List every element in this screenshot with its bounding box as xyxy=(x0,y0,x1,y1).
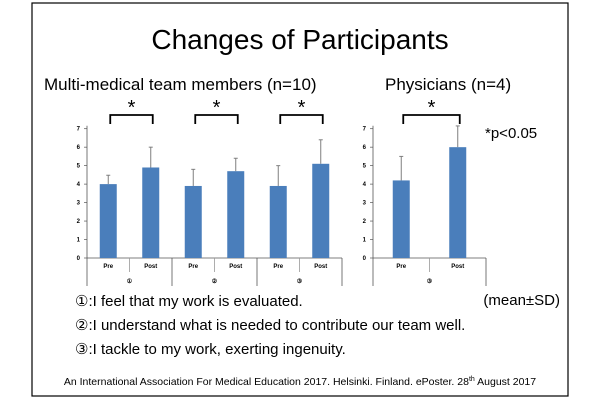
x-category-label: Pre xyxy=(396,264,406,270)
group-label: ③ xyxy=(427,278,433,285)
bar-pre xyxy=(184,185,202,258)
y-tick-label: 3 xyxy=(363,201,367,207)
y-tick-label: 0 xyxy=(363,256,367,262)
y-tick-label: 5 xyxy=(363,164,367,170)
y-tick-label: 0 xyxy=(77,256,81,262)
charts: 0 1 2 3 4 5 6 7 Pre Post ① * Pre Post ② * Pre Post ③ * 0 1 2 3 4… xyxy=(77,97,487,286)
x-category-label: Pre xyxy=(103,264,113,270)
bar-post xyxy=(227,171,245,258)
y-tick-label: 1 xyxy=(363,238,367,244)
footer-sup: th xyxy=(469,376,475,383)
y-tick-label: 7 xyxy=(363,127,367,133)
bar-post xyxy=(449,147,467,258)
significance-asterisk: * xyxy=(128,97,136,119)
x-category-label: Post xyxy=(229,264,242,270)
chart-title-physicians: Physicians (n=4) xyxy=(385,75,511,94)
x-category-label: Post xyxy=(144,264,157,270)
bar-pre xyxy=(99,184,117,258)
significance-note: *p<0.05 xyxy=(485,125,537,142)
significance-bracket xyxy=(109,114,154,124)
bar-post xyxy=(142,167,160,258)
significance-asterisk: * xyxy=(428,97,436,119)
y-tick-label: 5 xyxy=(77,164,81,170)
group-label: ② xyxy=(212,278,218,285)
y-tick-label: 6 xyxy=(77,145,81,151)
x-category-label: Pre xyxy=(188,264,198,270)
footer: An International Association For Medical… xyxy=(64,376,536,388)
x-category-label: Post xyxy=(314,264,327,270)
group-label: ③ xyxy=(297,278,303,285)
y-tick-label: 2 xyxy=(77,219,81,225)
y-tick-label: 4 xyxy=(363,182,367,188)
group-label: ① xyxy=(127,278,133,285)
x-category-label: Post xyxy=(451,264,464,270)
legend-item-1: ①:I feel that my work is evaluated. xyxy=(75,293,303,310)
significance-bracket xyxy=(279,114,324,124)
bar-pre xyxy=(269,185,287,258)
frame xyxy=(31,2,569,397)
page-title: Changes of Participants xyxy=(151,24,448,55)
legend-item-2: ②:I understand what is needed to contrib… xyxy=(75,317,465,334)
y-tick-label: 6 xyxy=(363,145,367,151)
bar-post xyxy=(312,163,330,258)
legend-item-3: ③:I tackle to my work, exerting ingenuit… xyxy=(75,341,346,358)
footer-text-end: August 2017 xyxy=(475,376,536,388)
y-tick-label: 3 xyxy=(77,201,81,207)
chart-title-team: Multi-medical team members (n=10) xyxy=(44,75,317,94)
y-tick-label: 2 xyxy=(363,219,367,225)
y-tick-label: 1 xyxy=(77,238,81,244)
y-tick-label: 7 xyxy=(77,127,81,133)
y-tick-label: 4 xyxy=(77,182,81,188)
significance-asterisk: * xyxy=(213,97,221,119)
x-category-label: Pre xyxy=(273,264,283,270)
significance-bracket xyxy=(194,114,239,124)
significance-asterisk: * xyxy=(298,97,306,119)
footer-text: An International Association For Medical… xyxy=(64,376,469,388)
bar-pre xyxy=(392,180,410,258)
mean-sd-note: (mean±SD) xyxy=(483,292,560,309)
significance-bracket xyxy=(402,114,461,124)
